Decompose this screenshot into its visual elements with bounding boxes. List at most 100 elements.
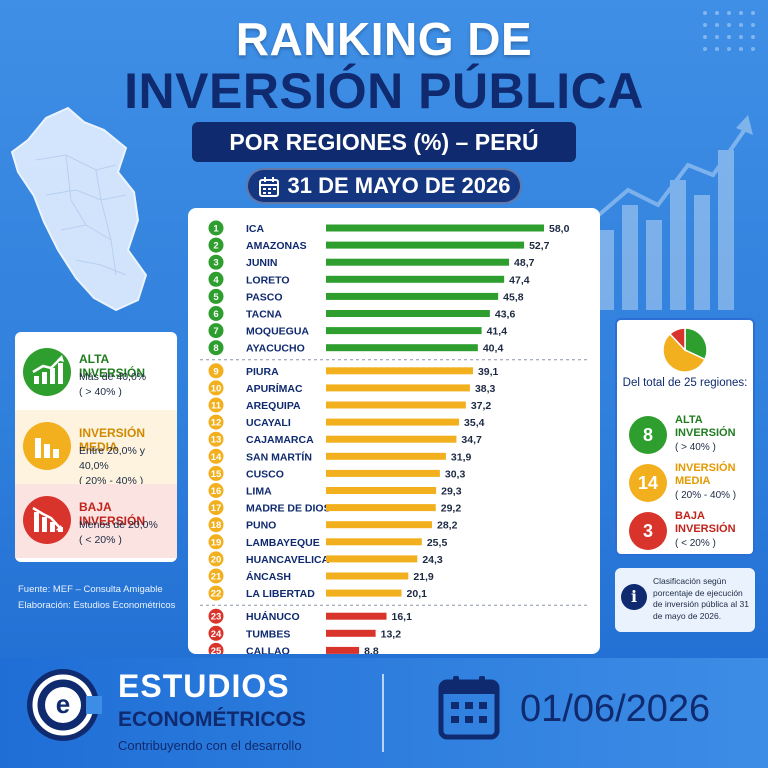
- rank-number: 6: [213, 309, 218, 320]
- title-line-2: INVERSIÓN PÚBLICA: [124, 63, 644, 119]
- date-pill: 31 DE MAYO DE 2026: [246, 168, 522, 204]
- rank-badge: [208, 585, 224, 601]
- calendar-icon: [258, 177, 279, 198]
- rank-badge: [208, 448, 224, 464]
- region-label: PASCO: [246, 291, 283, 303]
- value-label: 37,2: [471, 400, 492, 412]
- summary-card: Del total de 25 regiones: 8 ALTA INVERSI…: [615, 318, 755, 556]
- bar: [326, 401, 466, 409]
- rank-badge: [208, 254, 224, 270]
- summary-medium-title-1: INVERSIÓN: [675, 462, 736, 474]
- svg-text:e: e: [56, 689, 70, 719]
- region-label: HUANCAVELICA: [246, 554, 330, 566]
- summary-low-range: ( < 20% ): [675, 538, 716, 549]
- value-label: 16,1: [392, 611, 413, 623]
- legend-high-range: ( > 40% ): [79, 386, 122, 398]
- region-label: CAJAMARCA: [246, 434, 314, 446]
- summary-medium-count: 14: [629, 464, 667, 502]
- bar: [326, 327, 482, 335]
- legend-high-desc: Más de 40,0%: [79, 371, 147, 383]
- legend-high: ALTA INVERSIÓN Más de 40,0% ( > 40% ): [15, 336, 177, 410]
- brand-logo-icon: e: [27, 669, 102, 741]
- bar: [326, 367, 473, 375]
- rank-number: 7: [213, 326, 218, 337]
- rank-number: 14: [211, 452, 222, 463]
- pie-slice: [662, 332, 706, 373]
- medium-investment-icon: [23, 422, 71, 470]
- rank-number: 20: [211, 554, 222, 565]
- summary-low: 3 BAJA INVERSIÓN ( < 20% ): [629, 508, 753, 558]
- legend-high-title: ALTA INVERSIÓN: [79, 352, 146, 380]
- rank-badge: [208, 483, 224, 498]
- value-label: 47,4: [509, 274, 530, 286]
- region-label: PIURA: [246, 366, 279, 378]
- rank-badge: [208, 288, 224, 304]
- rank-number: 24: [211, 629, 222, 640]
- legend-medium: INVERSIÓN MEDIA Entre 20,0% y 40,0% ( 20…: [15, 410, 177, 487]
- region-label: LIMA: [246, 486, 272, 498]
- region-label: LORETO: [246, 274, 290, 286]
- region-label: MADRE DE DIOS: [246, 503, 331, 515]
- source-line: Fuente: MEF – Consulta Amigable: [18, 584, 163, 595]
- value-label: 52,7: [529, 240, 550, 252]
- bar: [326, 487, 437, 494]
- rank-badge: [208, 431, 224, 447]
- rank-number: 15: [211, 469, 222, 480]
- bar: [326, 310, 490, 317]
- subtitle: POR REGIONES (%) – PERÚ: [192, 122, 576, 162]
- rank-number: 22: [211, 589, 222, 600]
- rank-number: 1: [213, 224, 219, 235]
- rank-badge: [208, 625, 224, 641]
- bar: [326, 418, 460, 426]
- rank-number: 18: [211, 520, 222, 531]
- title-line-1: RANKING DE: [235, 13, 533, 65]
- summary-high-count: 8: [629, 416, 667, 454]
- region-label: LA LIBERTAD: [246, 588, 315, 600]
- bar: [326, 555, 418, 563]
- summary-high-range: ( > 40% ): [675, 442, 716, 453]
- value-label: 8,8: [364, 645, 379, 654]
- brand-name-1: ESTUDIOS: [118, 668, 290, 704]
- rank-number: 12: [211, 418, 222, 429]
- footer-divider: [382, 674, 384, 752]
- pie-slice: [668, 327, 686, 352]
- peru-map-icon: [10, 106, 148, 312]
- info-note: i Clasificación según porcentaje de ejec…: [615, 568, 755, 632]
- summary-low-title-1: BAJA: [675, 510, 705, 522]
- region-label: APURÍMAC: [246, 382, 303, 395]
- summary-low-title-2: INVERSIÓN: [675, 523, 736, 535]
- value-label: 13,2: [381, 628, 402, 640]
- rank-number: 2: [213, 241, 218, 252]
- region-label: CALLAO: [246, 645, 290, 654]
- summary-medium-range: ( 20% - 40% ): [675, 490, 737, 501]
- value-label: 40,4: [483, 343, 504, 355]
- value-label: 31,9: [451, 451, 472, 463]
- source-note: Fuente: MEF – Consulta Amigable Elaborac…: [18, 582, 175, 614]
- region-label: LAMBAYEQUE: [246, 537, 320, 549]
- region-label: CUSCO: [246, 468, 284, 480]
- bar: [326, 224, 544, 232]
- rank-badge: [208, 397, 224, 413]
- rank-badge: [208, 534, 224, 550]
- rank-number: 23: [211, 612, 222, 623]
- value-label: 38,3: [475, 383, 496, 395]
- rank-number: 13: [211, 435, 222, 446]
- high-investment-icon: [23, 348, 71, 396]
- rank-number: 8: [213, 343, 218, 354]
- legend-low-range: ( < 20% ): [79, 534, 122, 546]
- region-label: ÁNCASH: [246, 570, 291, 583]
- rank-number: 16: [211, 486, 222, 497]
- info-text: Clasificación según porcentaje de ejecuc…: [653, 576, 749, 621]
- bar: [326, 629, 376, 637]
- rank-badge: [208, 551, 224, 567]
- rank-badge: [208, 380, 224, 396]
- rank-number: 9: [213, 366, 218, 377]
- brand-name-2: ECONOMÉTRICOS: [118, 708, 306, 731]
- rank-badge: [208, 608, 224, 624]
- summary-high-title-2: INVERSIÓN: [675, 427, 736, 439]
- summary-medium-title-2: MEDIA: [675, 475, 711, 487]
- value-label: 34,7: [461, 434, 482, 446]
- value-label: 28,2: [437, 520, 458, 532]
- bar: [326, 572, 409, 580]
- rank-number: 21: [211, 572, 222, 583]
